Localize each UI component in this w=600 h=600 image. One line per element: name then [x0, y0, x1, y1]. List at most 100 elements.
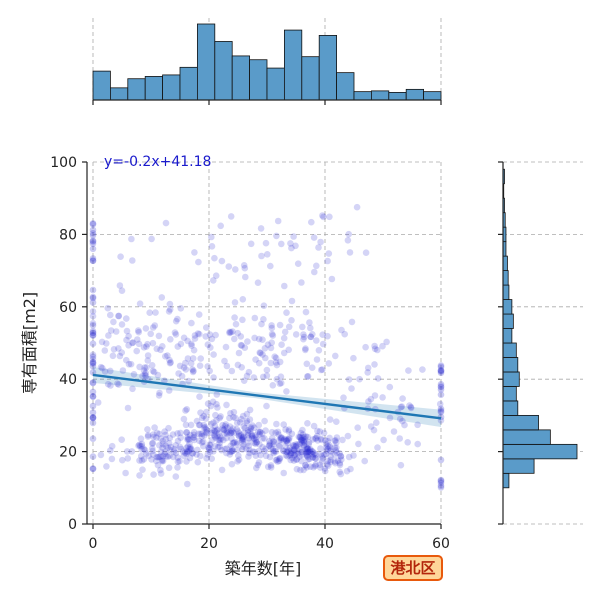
scatter-point — [300, 438, 307, 445]
scatter-point — [89, 299, 97, 306]
scatter-point — [362, 249, 370, 256]
scatter-point — [148, 362, 156, 369]
scatter-point — [304, 447, 311, 455]
scatter-points — [89, 203, 445, 491]
scatter-point — [290, 451, 298, 459]
scatter-point — [270, 449, 278, 457]
scatter-point — [317, 445, 324, 452]
scatter-point — [138, 457, 146, 464]
scatter-point — [437, 408, 445, 416]
scatter-point — [331, 437, 339, 445]
x-tick-label: 60 — [432, 536, 450, 552]
scatter-point — [297, 429, 305, 437]
scatter-point — [204, 400, 212, 408]
scatter-point — [336, 461, 344, 469]
scatter-point — [159, 453, 167, 460]
scatter-point — [89, 232, 97, 239]
scatter-point — [211, 428, 219, 435]
scatter-point — [227, 213, 235, 220]
scatter-point — [189, 366, 196, 373]
scatter-point — [270, 438, 278, 446]
scatter-point — [316, 461, 324, 469]
scatter-point — [167, 359, 174, 366]
scatter-point — [203, 429, 211, 437]
scatter-point — [211, 254, 218, 262]
x-histogram-bar — [179, 66, 198, 101]
scatter-point — [234, 361, 242, 369]
x-histogram-bar — [370, 90, 390, 101]
scatter-point — [89, 419, 97, 427]
scatter-point — [437, 363, 445, 371]
scatter-point — [268, 322, 275, 329]
scatter-point — [251, 448, 258, 456]
scatter-point — [405, 367, 412, 374]
scatter-point — [119, 456, 126, 464]
scatter-point — [317, 238, 324, 246]
scatter-point — [301, 433, 308, 441]
scatter-point — [234, 329, 241, 337]
scatter-point — [307, 333, 315, 341]
scatter-point — [309, 451, 317, 458]
scatter-point — [278, 240, 285, 248]
scatter-point — [135, 442, 142, 450]
scatter-point — [294, 260, 302, 268]
scatter-point — [213, 417, 220, 424]
scatter-point — [196, 437, 203, 445]
scatter-point — [155, 453, 163, 461]
scatter-point — [356, 375, 363, 383]
x-histogram-bar — [92, 70, 111, 101]
scatter-point — [157, 435, 164, 442]
scatter-point — [437, 362, 445, 369]
scatter-point — [311, 268, 318, 276]
scatter-point — [89, 312, 97, 320]
scatter-point — [213, 391, 221, 398]
scatter-point — [89, 465, 97, 473]
scatter-point — [142, 325, 150, 332]
scatter-point — [277, 373, 285, 381]
scatter-point — [145, 452, 152, 460]
scatter-point — [241, 429, 248, 437]
scatter-point — [386, 414, 394, 422]
scatter-point — [89, 320, 97, 327]
scatter-point — [159, 457, 167, 465]
scatter-point — [198, 433, 206, 440]
scatter-point — [285, 428, 293, 435]
scatter-point — [228, 447, 236, 455]
scatter-point — [344, 237, 352, 244]
scatter-point — [228, 448, 235, 456]
scatter-point — [202, 424, 209, 431]
scatter-point — [223, 434, 230, 442]
scatter-point — [283, 448, 290, 456]
scatter-point — [380, 436, 387, 444]
scatter-point — [240, 440, 247, 448]
scatter-point — [321, 467, 329, 475]
scatter-point — [101, 368, 109, 375]
scatter-point — [262, 427, 269, 434]
scatter-point — [166, 452, 173, 460]
scatter-point — [256, 428, 264, 436]
scatter-point — [289, 454, 296, 462]
scatter-point — [210, 419, 217, 427]
scatter-point — [347, 465, 354, 473]
scatter-point — [294, 447, 301, 454]
scatter-point — [306, 455, 313, 463]
scatter-point — [361, 457, 369, 465]
scatter-point — [277, 434, 285, 441]
scatter-point — [217, 435, 225, 442]
scatter-point — [331, 444, 339, 451]
scatter-point — [182, 359, 189, 367]
scatter-point — [407, 403, 415, 411]
scatter-point — [437, 405, 445, 413]
scatter-point — [300, 442, 308, 449]
scatter-point — [282, 436, 290, 444]
scatter-point — [275, 431, 282, 438]
scatter-point — [136, 457, 143, 464]
scatter-point — [89, 388, 97, 396]
scatter-point — [239, 435, 246, 443]
scatter-point — [303, 360, 311, 368]
scatter-point — [292, 443, 299, 450]
scatter-point — [184, 355, 192, 362]
scatter-point — [226, 328, 233, 336]
scatter-point — [248, 431, 255, 438]
scatter-point — [183, 429, 191, 436]
